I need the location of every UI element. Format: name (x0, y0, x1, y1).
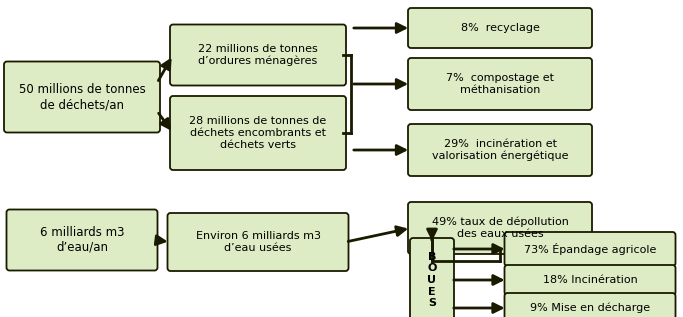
Text: 50 millions de tonnes
de déchets/an: 50 millions de tonnes de déchets/an (18, 83, 145, 111)
FancyBboxPatch shape (505, 232, 675, 266)
Text: 28 millions de tonnes de
déchets encombrants et
déchets verts: 28 millions de tonnes de déchets encombr… (189, 116, 326, 150)
Text: 6 milliards m3
d’eau/an: 6 milliards m3 d’eau/an (40, 226, 124, 254)
FancyBboxPatch shape (408, 58, 592, 110)
Text: 73% Épandage agricole: 73% Épandage agricole (524, 243, 656, 255)
FancyBboxPatch shape (410, 238, 454, 317)
Text: 7%  compostage et
méthanisation: 7% compostage et méthanisation (446, 73, 554, 95)
FancyBboxPatch shape (167, 213, 348, 271)
Text: B
O
U
E
S: B O U E S (428, 252, 436, 308)
FancyBboxPatch shape (170, 24, 346, 86)
FancyBboxPatch shape (505, 265, 675, 295)
FancyBboxPatch shape (7, 210, 158, 270)
Text: 29%  incinération et
valorisation énergétique: 29% incinération et valorisation énergét… (432, 139, 568, 161)
Text: Environ 6 milliards m3
d’eau usées: Environ 6 milliards m3 d’eau usées (195, 231, 320, 253)
FancyBboxPatch shape (408, 124, 592, 176)
FancyBboxPatch shape (408, 8, 592, 48)
FancyBboxPatch shape (505, 293, 675, 317)
Text: 22 millions de tonnes
d’ordures ménagères: 22 millions de tonnes d’ordures ménagère… (198, 44, 318, 66)
FancyBboxPatch shape (4, 61, 160, 133)
Text: 8%  recyclage: 8% recyclage (460, 23, 540, 33)
FancyBboxPatch shape (408, 202, 592, 254)
Text: 18% Incinération: 18% Incinération (542, 275, 637, 285)
FancyBboxPatch shape (170, 96, 346, 170)
Text: 49% taux de dépollution
des eaux usées: 49% taux de dépollution des eaux usées (432, 217, 568, 239)
Text: 9% Mise en décharge: 9% Mise en décharge (530, 303, 650, 313)
